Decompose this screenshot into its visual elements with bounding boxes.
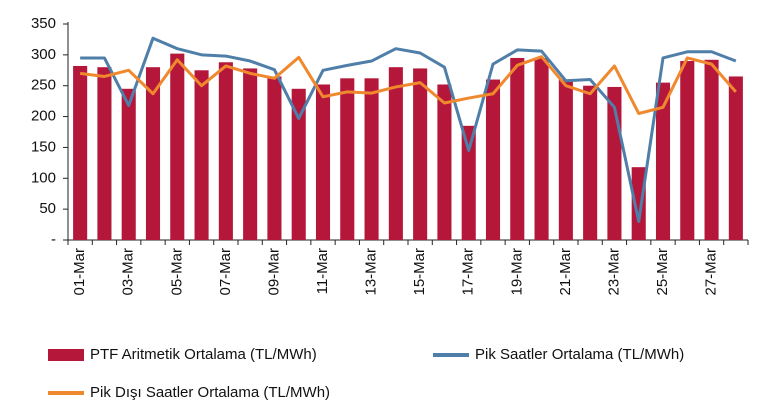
line: [79, 55, 737, 115]
bar: [485, 79, 501, 241]
x-tick-label: 11-Mar: [314, 248, 331, 294]
x-tick-label: 01-Mar: [71, 248, 88, 296]
bar: [631, 167, 646, 240]
x-tick-label: 15-Mar: [411, 248, 428, 296]
x-tick-label: 13-Mar: [363, 248, 380, 296]
legend-label: PTF Aritmetik Ortalama (TL/MWh): [90, 346, 317, 363]
x-tick-label: 17-Mar: [460, 248, 477, 296]
bar: [583, 85, 598, 240]
bar: [145, 67, 161, 240]
bar: [73, 65, 88, 240]
x-tick-label: 21-Mar: [557, 248, 574, 296]
bar: [437, 84, 452, 240]
x-tick-label: 05-Mar: [168, 248, 185, 296]
bar: [291, 88, 306, 240]
x-tick-label: 03-Mar: [120, 248, 137, 296]
bar: [315, 84, 331, 240]
y-tick-label: 350: [31, 15, 56, 32]
line: [80, 36, 737, 223]
bar: [194, 70, 209, 241]
x-tick-label: 07-Mar: [217, 248, 234, 296]
bar: [364, 78, 379, 241]
y-tick-label: 100: [31, 169, 56, 186]
x-tick-label: 25-Mar: [654, 248, 671, 296]
x-tick-label: 27-Mar: [703, 248, 720, 296]
bar: [534, 57, 549, 240]
y-tick-label: 250: [31, 77, 56, 94]
bar: [558, 79, 573, 241]
bar: [218, 62, 233, 241]
bar: [461, 125, 476, 240]
bar: [728, 76, 743, 240]
legend-swatch: [48, 349, 84, 361]
x-tick-label: 23-Mar: [605, 248, 622, 296]
x-tick-label: 19-Mar: [508, 248, 525, 296]
y-tick-label: -: [51, 231, 56, 248]
bar: [97, 67, 112, 240]
bar: [510, 57, 525, 240]
legend-label: Pik Saatler Ortalama (TL/MWh): [475, 346, 684, 363]
bar: [413, 68, 428, 240]
y-tick-label: 50: [39, 200, 56, 217]
y-tick-label: 200: [31, 108, 56, 125]
bar: [243, 68, 258, 240]
bar: [267, 76, 282, 240]
bar: [170, 53, 185, 240]
y-tick-label: 150: [31, 138, 56, 155]
bar: [121, 88, 136, 240]
bar: [704, 59, 719, 241]
y-tick-label: 300: [31, 46, 56, 63]
bar: [655, 82, 671, 240]
bar: [680, 61, 695, 241]
x-tick-label: 09-Mar: [265, 248, 282, 296]
bar: [340, 78, 355, 241]
bar: [388, 67, 403, 240]
legend-label: Pik Dışı Saatler Ortalama (TL/MWh): [90, 384, 330, 401]
